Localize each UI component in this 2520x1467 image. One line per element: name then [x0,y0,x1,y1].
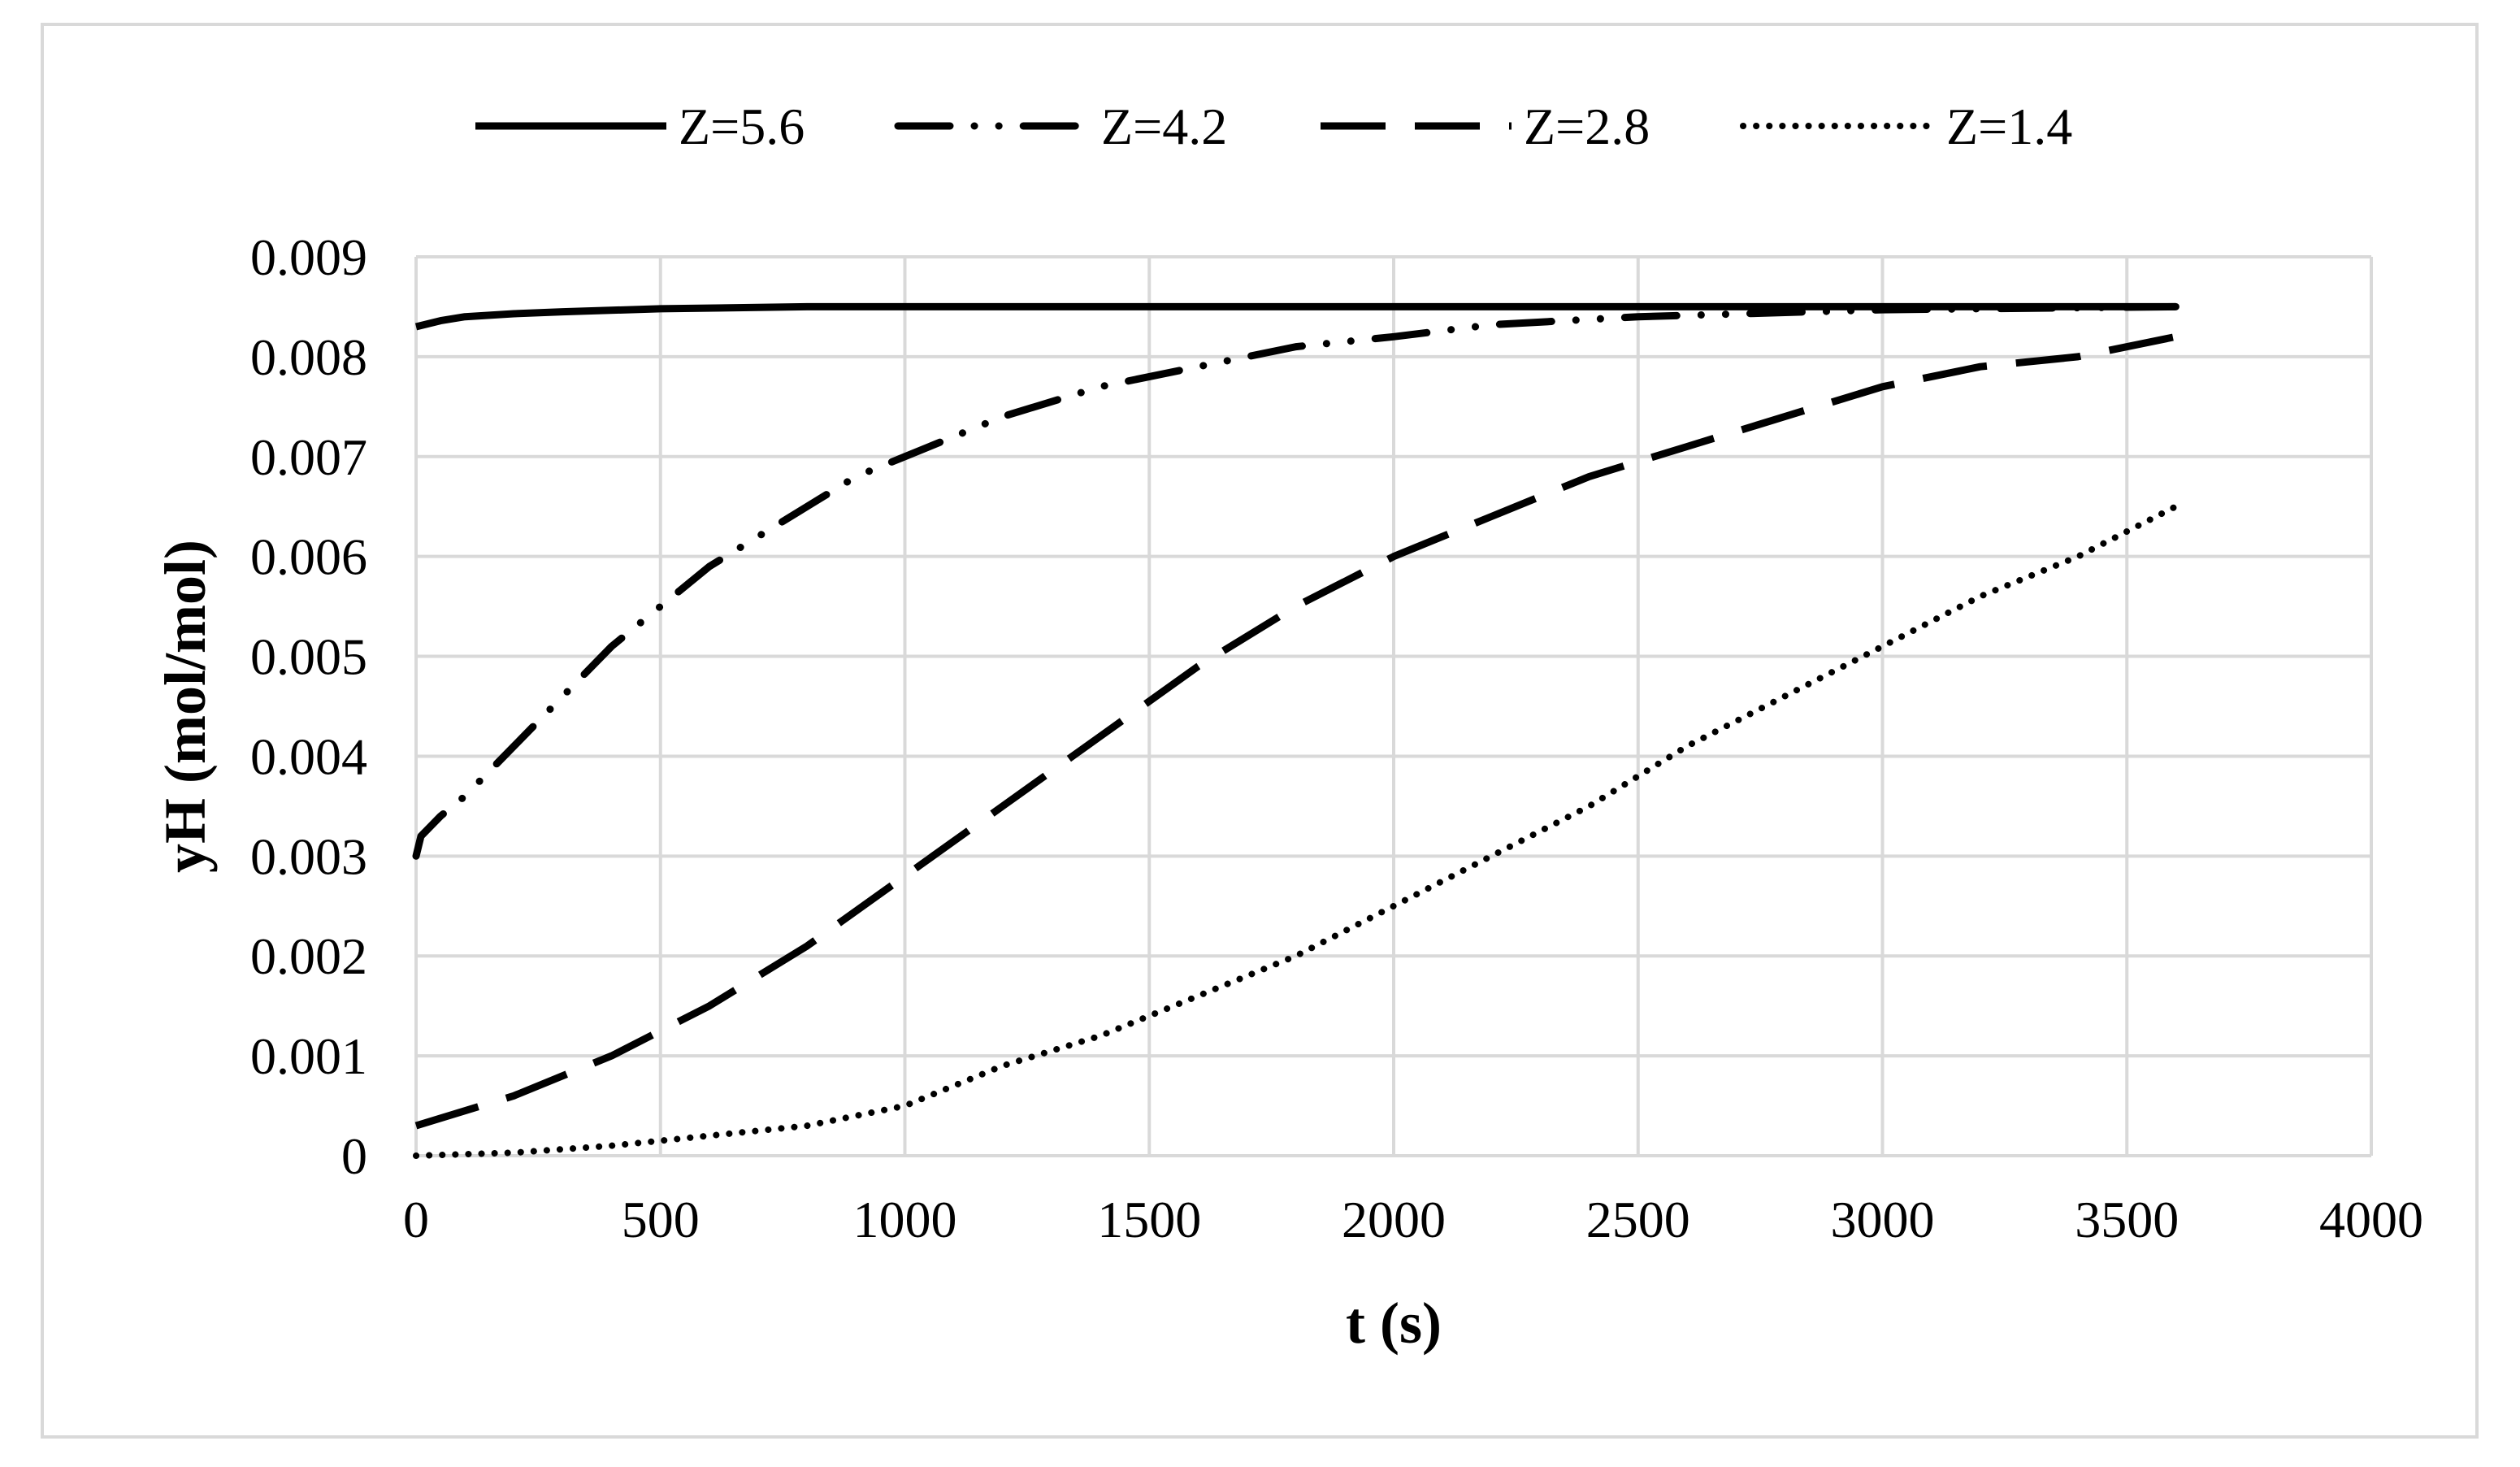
legend-label: Z=2.8 [1524,98,1650,155]
y-tick-label: 0.009 [250,228,367,286]
y-tick-label: 0.005 [250,628,367,686]
x-tick-label: 0 [403,1191,429,1248]
y-tick-label: 0.003 [250,827,367,885]
x-tick-label: 500 [622,1191,700,1248]
y-tick-label: 0 [341,1127,367,1185]
x-tick-label: 4000 [2319,1191,2423,1248]
x-tick-label: 3500 [2075,1191,2179,1248]
x-tick-label: 2500 [1586,1191,1690,1248]
y-tick-label: 0.001 [250,1027,367,1085]
chart-frame [41,23,2479,1439]
legend-label: Z=4.2 [1101,98,1227,155]
y-tick-label: 0.006 [250,528,367,586]
series-lines [412,302,2180,1159]
x-tick-label: 1000 [853,1191,957,1248]
axes: 0 500 1000 1500 2000 2500 3000 3500 4000 0 0.001 0.… [250,228,2423,1248]
x-tick-label: 2000 [1342,1191,1446,1248]
legend-label: Z=1.4 [1946,98,2072,155]
legend-label: Z=5.6 [679,98,805,155]
series-line-2 [412,302,2180,860]
x-tick-label: 1500 [1097,1191,1201,1248]
legend: Z=5.6 Z=4.2 Z=2.8 Z=1.4 [475,98,2072,155]
y-tick-label: 0.007 [250,428,367,486]
grid [414,255,2373,1157]
y-tick-label: 0.002 [250,927,367,985]
y-axis-title: yH (mol/mol) [153,540,218,873]
y-tick-label: 0.008 [250,328,367,386]
series-line-1 [414,302,2176,331]
x-tick-label: 3000 [1831,1191,1935,1248]
series-line-4 [413,503,2180,1159]
y-tick-label: 0.004 [250,727,367,785]
series-line-3 [414,332,2177,1130]
x-axis-title: t (s) [1346,1291,1442,1356]
